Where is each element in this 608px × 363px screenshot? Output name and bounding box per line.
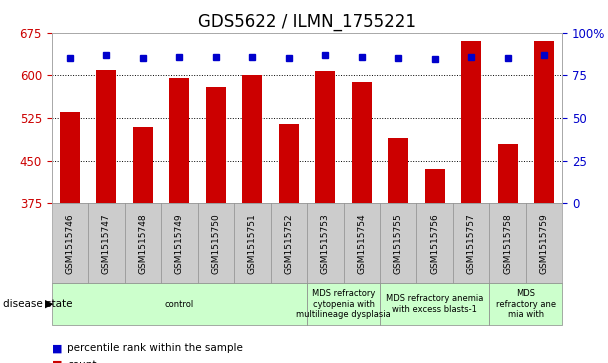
- Text: GSM1515752: GSM1515752: [285, 213, 293, 274]
- Bar: [497, 144, 517, 203]
- Text: GSM1515757: GSM1515757: [467, 213, 475, 274]
- Text: GSM1515748: GSM1515748: [139, 213, 147, 274]
- Text: GSM1515759: GSM1515759: [540, 213, 548, 274]
- Bar: [424, 169, 444, 203]
- Text: GSM1515750: GSM1515750: [212, 213, 220, 274]
- Text: MDS
refractory ane
mia with: MDS refractory ane mia with: [496, 289, 556, 319]
- Text: disease state: disease state: [3, 299, 72, 309]
- Text: control: control: [165, 299, 194, 309]
- Text: MDS refractory anemia
with excess blasts-1: MDS refractory anemia with excess blasts…: [386, 294, 483, 314]
- Text: GSM1515754: GSM1515754: [358, 213, 366, 274]
- Text: GSM1515755: GSM1515755: [394, 213, 402, 274]
- Bar: [315, 71, 336, 203]
- Bar: [461, 41, 481, 203]
- Bar: [278, 124, 299, 203]
- Bar: [388, 138, 409, 203]
- Text: MDS refractory
cytopenia with
multilineage dysplasia: MDS refractory cytopenia with multilinea…: [296, 289, 391, 319]
- Bar: [60, 112, 80, 203]
- Title: GDS5622 / ILMN_1755221: GDS5622 / ILMN_1755221: [198, 13, 416, 31]
- Text: GSM1515749: GSM1515749: [175, 213, 184, 274]
- Bar: [534, 41, 554, 203]
- Bar: [169, 78, 190, 203]
- Bar: [351, 82, 371, 203]
- Text: count: count: [67, 360, 97, 363]
- Text: ■: ■: [52, 360, 62, 363]
- Bar: [242, 75, 262, 203]
- Text: GSM1515753: GSM1515753: [321, 213, 330, 274]
- Text: GSM1515758: GSM1515758: [503, 213, 512, 274]
- Text: GSM1515756: GSM1515756: [430, 213, 439, 274]
- Text: ■: ■: [52, 343, 62, 354]
- Text: GSM1515747: GSM1515747: [102, 213, 111, 274]
- Bar: [96, 70, 116, 203]
- Text: GSM1515746: GSM1515746: [66, 213, 74, 274]
- Text: GSM1515751: GSM1515751: [248, 213, 257, 274]
- Text: percentile rank within the sample: percentile rank within the sample: [67, 343, 243, 354]
- Text: ▶: ▶: [45, 299, 54, 309]
- Bar: [133, 126, 153, 203]
- Bar: [206, 87, 226, 203]
